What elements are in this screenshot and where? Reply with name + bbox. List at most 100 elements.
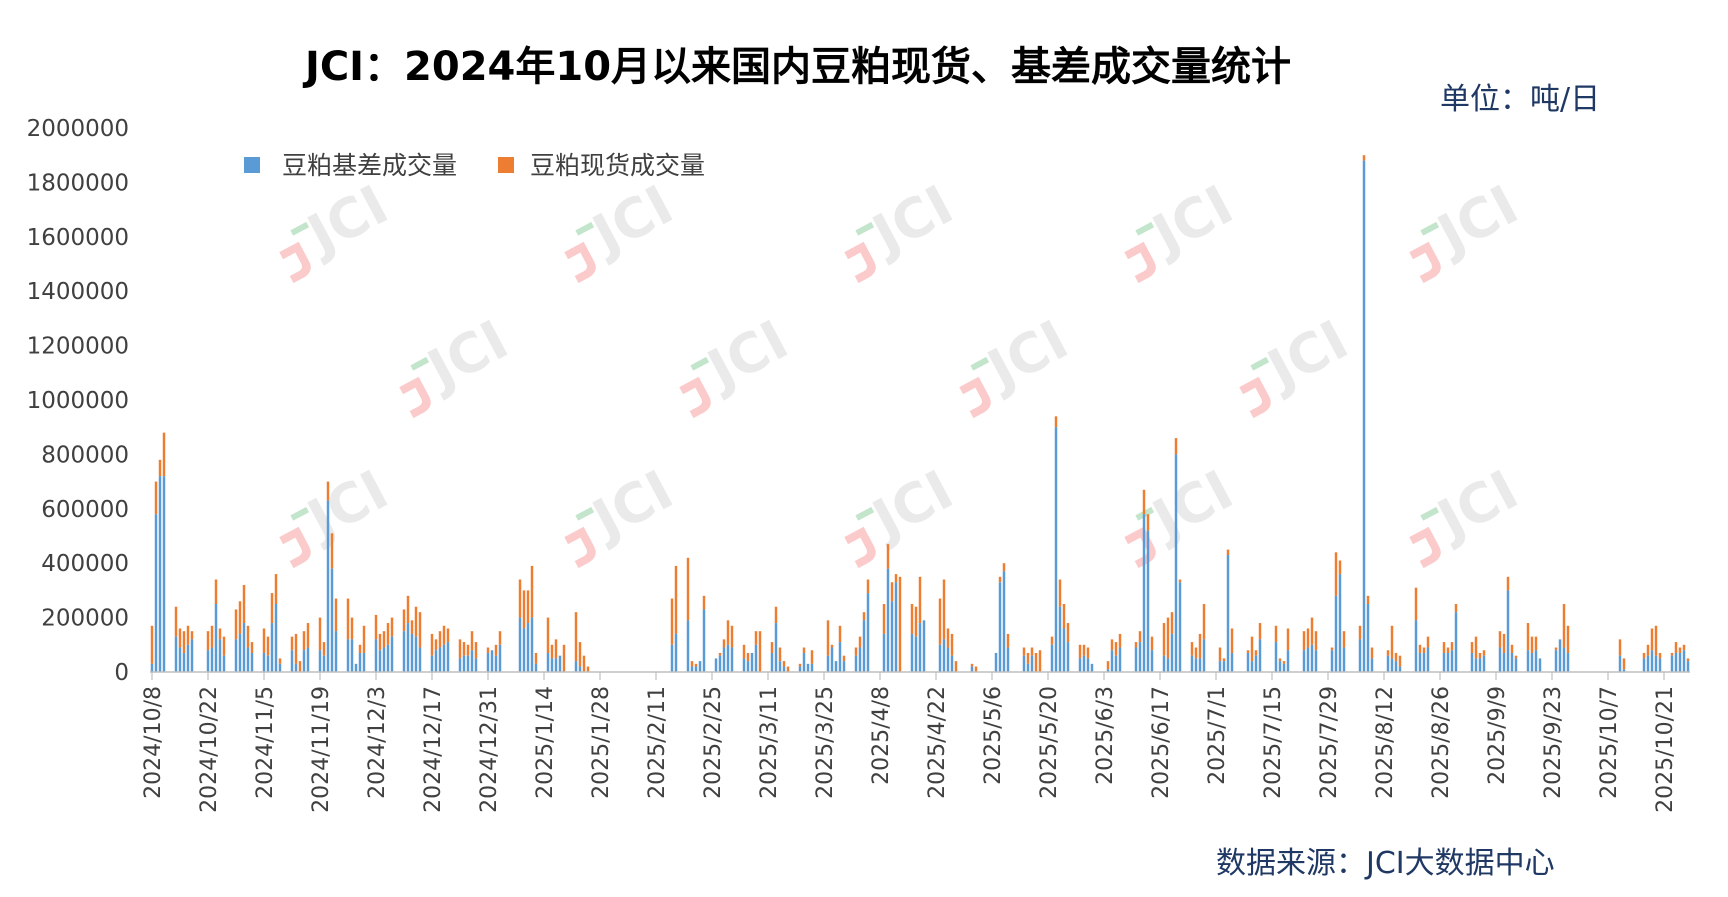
bar-spot [1554, 647, 1558, 651]
bar-basis [770, 652, 774, 672]
bar-basis [1390, 658, 1394, 672]
y-tick-label: 0 [114, 660, 129, 686]
bar-basis [1078, 658, 1082, 672]
bar-basis [206, 650, 210, 672]
bar-spot [1670, 652, 1674, 656]
legend-label-spot: 豆粕现货成交量 [530, 151, 705, 180]
bar-basis [278, 663, 282, 672]
bar-basis [238, 633, 242, 672]
bar-spot [1026, 652, 1030, 664]
bar-basis [742, 658, 746, 672]
bar-basis [1622, 669, 1626, 672]
bar-spot [1198, 633, 1202, 659]
bar-spot [1674, 642, 1678, 653]
bar-spot [754, 631, 758, 645]
bar-spot [386, 623, 390, 645]
bar-spot [1258, 623, 1262, 640]
bar-basis [1674, 652, 1678, 672]
bar-basis [1002, 571, 1006, 672]
bar-spot [1338, 560, 1342, 575]
bar-spot [330, 533, 334, 569]
bar-spot [434, 639, 438, 651]
bar-basis [534, 663, 538, 672]
bar-spot [326, 481, 330, 501]
bar-spot [774, 606, 778, 624]
bar-spot [1502, 633, 1506, 653]
watermark-leaf [855, 506, 875, 521]
bar-spot [158, 459, 162, 477]
bar-spot [390, 617, 394, 637]
bar-basis [266, 655, 270, 672]
bar-spot [234, 609, 238, 640]
bar-basis [1338, 574, 1342, 672]
bar-basis [1022, 655, 1026, 672]
bar-spot [402, 609, 406, 632]
bar-basis [1386, 655, 1390, 672]
bar-spot [1310, 617, 1314, 645]
bar-spot [838, 625, 842, 643]
bar-spot [674, 565, 678, 634]
bar-basis [190, 639, 194, 672]
bar-basis [1090, 663, 1094, 672]
x-tick-label: 2025/7/29 [1317, 686, 1342, 799]
bar-spot [466, 644, 470, 656]
bar-spot [1398, 655, 1402, 667]
bar-basis [1498, 647, 1502, 672]
bar-spot [294, 633, 298, 664]
watermark-text: JCI [859, 173, 963, 268]
bar-spot [1114, 642, 1118, 656]
bar-spot [1446, 647, 1450, 653]
bar-basis [858, 647, 862, 672]
bar-spot [550, 644, 554, 659]
bar-spot [1566, 625, 1570, 653]
watermark: JCI [959, 308, 1078, 419]
bar-spot [742, 644, 746, 659]
bar-spot [1286, 628, 1290, 651]
bar-basis [1218, 661, 1222, 672]
bar-basis [782, 666, 786, 672]
bar-basis [498, 644, 502, 672]
watermark: JCI [1124, 173, 1243, 284]
bar-basis [466, 655, 470, 672]
x-tick-label: 2025/4/22 [925, 686, 950, 799]
bar-basis [1250, 661, 1254, 672]
watermark: JCI [844, 173, 963, 284]
bar-spot [1314, 631, 1318, 651]
bar-spot [222, 636, 226, 656]
x-tick-label: 2024/12/17 [421, 686, 446, 813]
x-tick-label: 2025/7/1 [1205, 686, 1230, 785]
watermark: JCI [564, 173, 683, 284]
y-tick-label: 1800000 [27, 170, 129, 196]
bar-basis [1254, 655, 1258, 672]
bar-spot [1562, 604, 1566, 648]
bar-basis [674, 633, 678, 672]
bar-spot [730, 625, 734, 648]
bar-spot [418, 612, 422, 648]
bar-spot [1142, 489, 1146, 515]
bar-basis [410, 633, 414, 672]
bar-spot [266, 636, 270, 656]
bar-basis [842, 661, 846, 672]
bar-spot [270, 593, 274, 624]
watermark-text: JCI [294, 173, 398, 268]
bar-spot [562, 644, 566, 672]
bar-basis [1222, 661, 1226, 672]
x-tick-label: 2024/10/22 [197, 686, 222, 813]
bar-spot [842, 655, 846, 662]
bar-spot [1478, 652, 1482, 659]
bar-basis [302, 650, 306, 672]
bar-spot [866, 579, 870, 594]
x-tick-label: 2024/11/5 [253, 686, 278, 799]
y-tick-label: 1000000 [27, 388, 129, 414]
bar-basis [290, 650, 294, 672]
watermark-mark [279, 241, 311, 284]
bar-spot [1062, 604, 1066, 629]
bar-basis [998, 582, 1002, 672]
bar-spot [150, 625, 154, 664]
watermark-text: JCI [1139, 173, 1243, 268]
bar-basis [862, 620, 866, 672]
bar-spot [942, 579, 946, 640]
bar-spot [1218, 647, 1222, 662]
watermark-leaf [690, 356, 710, 371]
bar-basis [546, 652, 550, 672]
